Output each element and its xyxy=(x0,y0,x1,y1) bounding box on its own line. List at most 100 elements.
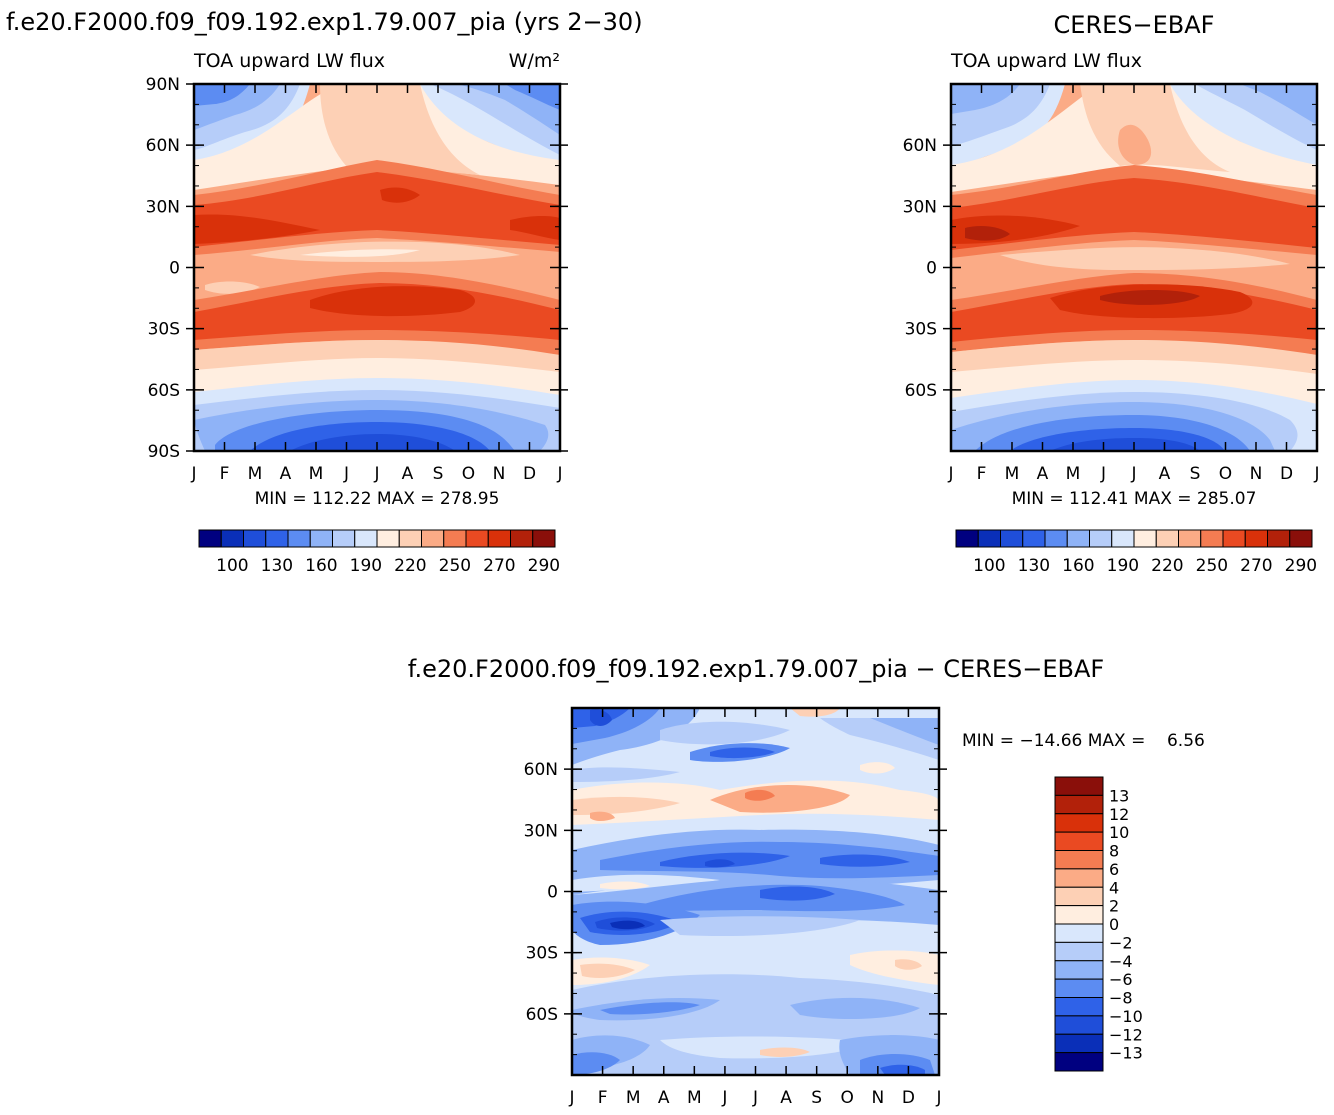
y-tick-label: 0 xyxy=(926,259,937,279)
colorbar-swatch xyxy=(1054,905,1104,925)
colorbar-swatch xyxy=(376,529,400,548)
panel1-field-label: TOA upward LW flux xyxy=(193,50,385,72)
panel2-contour-field xyxy=(951,84,1317,451)
colorbar-label: −2 xyxy=(1109,933,1133,952)
colorbar-swatch xyxy=(1054,978,1104,998)
colorbar-label: 130 xyxy=(1018,556,1050,576)
colorbar-swatch xyxy=(1054,1033,1104,1054)
colorbar-label: 270 xyxy=(1240,556,1272,576)
colorbar-swatch xyxy=(1054,850,1104,870)
x-tick-label: S xyxy=(1190,464,1201,484)
y-tick-label: 60N xyxy=(146,136,180,156)
panel1-min-max: MIN = 112.22 MAX = 278.95 xyxy=(255,489,500,509)
colorbar-label: 290 xyxy=(1285,556,1317,576)
colorbar-label: 13 xyxy=(1109,786,1129,805)
y-tick-label: 60N xyxy=(524,760,558,780)
colorbar-swatch xyxy=(332,529,356,548)
colorbar-swatch xyxy=(1200,529,1224,548)
panel3-min-max: MIN = −14.66 MAX = 6.56 xyxy=(962,731,1205,751)
panel1-title: f.e20.F2000.f09_f09.192.exp1.79.007_pia … xyxy=(6,8,643,36)
colorbar-label: 190 xyxy=(350,556,382,576)
colorbar-swatch xyxy=(955,529,979,548)
x-tick-label: F xyxy=(977,464,987,484)
colorbar-swatch xyxy=(1289,529,1313,548)
colorbar-label: 190 xyxy=(1107,556,1139,576)
panel2-y-ticks: 60N 30N 0 30S 60S xyxy=(903,83,1325,452)
colorbar-label: 290 xyxy=(528,556,560,576)
x-tick-label: A xyxy=(1037,464,1049,484)
y-tick-label: 60S xyxy=(526,1005,558,1025)
x-tick-label: M xyxy=(687,1088,702,1108)
colorbar-swatch xyxy=(1054,941,1104,962)
colorbar-swatch xyxy=(287,529,311,548)
colorbar-label: 250 xyxy=(1196,556,1228,576)
x-tick-label: J xyxy=(190,464,196,484)
colorbar-label: 100 xyxy=(973,556,1005,576)
colorbar-swatch xyxy=(220,529,244,548)
colorbar-swatch xyxy=(1054,794,1104,815)
y-tick-label: 30N xyxy=(524,821,558,841)
colorbar-label: 100 xyxy=(216,556,248,576)
colorbar-swatch xyxy=(1111,529,1135,548)
x-tick-label: O xyxy=(462,464,475,484)
x-tick-label: A xyxy=(1159,464,1171,484)
colorbar-swatch xyxy=(1054,1052,1104,1072)
panel3-y-ticks: 60N 30N 0 30S 60S xyxy=(524,707,947,1076)
colorbar-swatch xyxy=(309,529,333,548)
x-tick-label: J xyxy=(343,464,349,484)
x-tick-label: N xyxy=(1250,464,1263,484)
colorbar-swatch xyxy=(243,529,267,548)
x-tick-label: N xyxy=(871,1088,884,1108)
colorbar-label: −4 xyxy=(1109,952,1133,971)
colorbar-swatch xyxy=(421,529,445,548)
x-tick-label: M xyxy=(626,1088,641,1108)
x-tick-label: F xyxy=(220,464,230,484)
x-tick-label: O xyxy=(1219,464,1232,484)
colorbar-swatch xyxy=(443,529,467,548)
y-tick-label: 90N xyxy=(146,75,180,95)
colorbar-swatch xyxy=(1089,529,1113,548)
panel2-min-max: MIN = 112.41 MAX = 285.07 xyxy=(1012,489,1257,509)
colorbar-label: 10 xyxy=(1109,823,1129,842)
x-tick-label: J xyxy=(373,464,379,484)
y-tick-label: 30S xyxy=(905,320,937,340)
colorbar-swatch xyxy=(532,529,556,548)
colorbar-label: −10 xyxy=(1109,1007,1143,1026)
colorbar-label: −8 xyxy=(1109,989,1133,1008)
colorbar-swatch xyxy=(510,529,534,548)
x-tick-label: J xyxy=(935,1088,941,1108)
colorbar-swatch xyxy=(265,529,289,548)
x-tick-label: F xyxy=(598,1088,608,1108)
colorbar-label: 250 xyxy=(439,556,471,576)
colorbar-swatch xyxy=(1066,529,1090,548)
colorbar-swatch xyxy=(398,529,422,548)
colorbar-swatch xyxy=(465,529,489,548)
y-tick-label: 30S xyxy=(526,944,558,964)
y-tick-label: 30N xyxy=(903,197,937,217)
x-tick-label: D xyxy=(523,464,536,484)
x-tick-label: A xyxy=(280,464,292,484)
colorbar-label: 130 xyxy=(261,556,293,576)
colorbar-swatch xyxy=(1044,529,1068,548)
colorbar-swatch xyxy=(1155,529,1179,548)
y-tick-label: 90S xyxy=(148,442,180,462)
y-tick-label: 60S xyxy=(905,381,937,401)
colorbar-label: 0 xyxy=(1109,915,1119,934)
x-tick-label: J xyxy=(568,1088,574,1108)
colorbar-swatch xyxy=(1054,813,1104,833)
x-tick-label: N xyxy=(493,464,506,484)
x-tick-label: D xyxy=(1280,464,1293,484)
colorbar-swatch xyxy=(1054,1015,1104,1035)
y-tick-label: 0 xyxy=(547,883,558,903)
x-tick-label: D xyxy=(902,1088,915,1108)
colorbar-swatch xyxy=(1054,831,1104,851)
colorbar-label: 6 xyxy=(1109,860,1119,879)
colorbar-label: 8 xyxy=(1109,842,1119,861)
y-tick-label: 60N xyxy=(903,136,937,156)
colorbar-label: 4 xyxy=(1109,878,1119,897)
panel1-contour-field xyxy=(194,84,560,451)
colorbar-label: 220 xyxy=(394,556,426,576)
panel1-y-ticks: 90N 60N 30N 0 30S 60S 90S xyxy=(146,75,568,462)
colorbar-swatch xyxy=(1054,960,1104,980)
